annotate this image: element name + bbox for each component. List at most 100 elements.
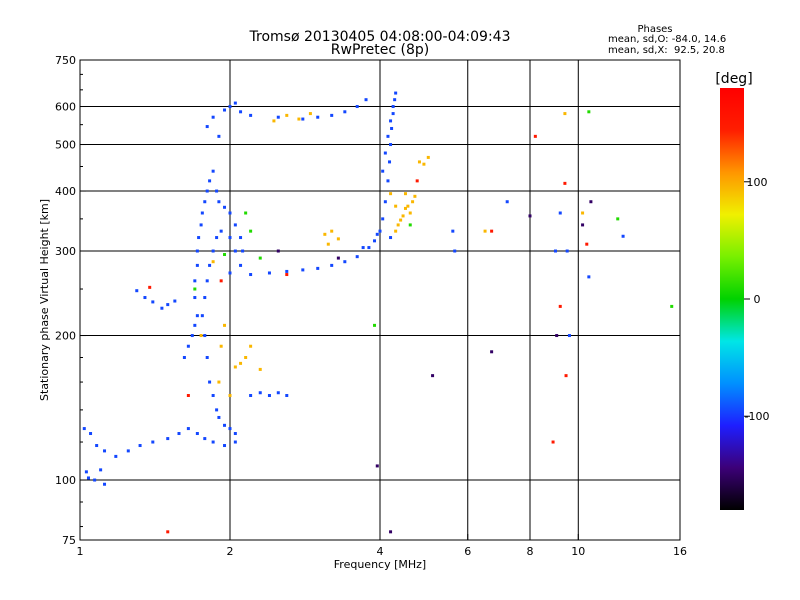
data-point: [417, 160, 421, 164]
data-point: [555, 334, 559, 338]
data-point: [233, 223, 237, 227]
data-point: [389, 236, 393, 240]
data-point: [193, 287, 197, 291]
x-axis-label: Frequency [MHz]: [334, 558, 426, 571]
colorbar-tick-label: 0: [754, 293, 761, 306]
data-point: [386, 179, 390, 183]
data-point: [563, 181, 567, 185]
data-point: [565, 249, 569, 253]
data-point: [249, 344, 253, 348]
phases-heading: Phases: [637, 24, 672, 35]
data-point: [211, 260, 215, 264]
data-point: [126, 449, 130, 453]
data-point: [114, 454, 118, 458]
data-point: [378, 229, 382, 233]
data-point: [193, 323, 197, 327]
data-points: [82, 91, 674, 534]
data-point: [375, 232, 379, 236]
y-tick-label: 75: [62, 534, 76, 547]
data-point: [95, 444, 99, 448]
data-point: [138, 444, 142, 448]
x-tick-label: 16: [673, 545, 687, 558]
data-point: [451, 229, 455, 233]
data-point: [551, 440, 555, 444]
data-point: [223, 108, 227, 112]
data-point: [241, 249, 245, 253]
data-point: [203, 200, 207, 204]
data-point: [249, 113, 253, 117]
data-point: [403, 192, 407, 196]
data-point: [563, 112, 567, 116]
data-point: [558, 304, 562, 308]
data-point: [381, 217, 385, 221]
data-point: [99, 468, 103, 472]
data-point: [211, 169, 215, 173]
data-point: [533, 134, 537, 138]
data-point: [166, 530, 170, 534]
data-point: [205, 355, 209, 359]
data-point: [249, 273, 253, 277]
data-point: [316, 115, 320, 119]
data-point: [219, 279, 223, 283]
data-point: [426, 155, 430, 159]
data-point: [373, 323, 377, 327]
data-point: [135, 289, 139, 293]
data-point: [355, 255, 359, 259]
data-point: [217, 380, 221, 384]
data-point: [411, 200, 415, 204]
data-point: [285, 273, 289, 277]
data-point: [228, 427, 232, 431]
data-point: [228, 236, 232, 240]
data-point: [211, 115, 215, 119]
phases-x-stats: mean, sd,X: 92.5, 20.8: [608, 45, 725, 56]
colorbar: [720, 88, 744, 510]
data-point: [103, 449, 107, 453]
data-point: [93, 478, 97, 482]
data-point: [589, 200, 593, 204]
data-point: [193, 296, 197, 300]
data-point: [233, 432, 237, 436]
data-point: [228, 271, 232, 275]
data-point: [336, 256, 340, 260]
data-point: [343, 260, 347, 264]
data-point: [301, 117, 305, 121]
data-point: [143, 296, 147, 300]
axis-ticks: 1 2 4 6 8 10 16 75 100 200 300 400 500 600 750: [55, 54, 687, 558]
data-point: [199, 223, 203, 227]
grid-lines: [80, 60, 680, 540]
y-tick-label: 600: [55, 101, 76, 114]
data-point: [200, 211, 204, 215]
data-point: [258, 391, 262, 395]
data-point: [581, 223, 585, 227]
data-point: [406, 204, 410, 208]
data-point: [173, 299, 177, 303]
data-point: [223, 205, 227, 209]
data-point: [195, 314, 199, 318]
y-tick-label: 500: [55, 139, 76, 152]
data-point: [316, 266, 320, 270]
data-point: [197, 236, 201, 240]
data-point: [587, 110, 591, 114]
data-point: [267, 394, 271, 398]
y-tick-label: 300: [55, 245, 76, 258]
x-tick-label: 6: [464, 545, 471, 558]
data-point: [205, 279, 209, 283]
data-point: [330, 113, 334, 117]
data-point: [528, 214, 532, 218]
data-point: [193, 279, 197, 283]
x-tick-label: 10: [571, 545, 585, 558]
data-point: [490, 350, 494, 354]
data-point: [199, 334, 203, 338]
chart-title: Tromsø 20130405 04:08:00-04:09:43: [249, 29, 511, 45]
data-point: [215, 408, 219, 412]
data-point: [373, 239, 377, 243]
x-tick-label: 1: [77, 545, 84, 558]
data-point: [330, 263, 334, 267]
data-point: [177, 432, 181, 436]
data-point: [223, 444, 227, 448]
data-point: [389, 119, 393, 123]
data-point: [228, 211, 232, 215]
data-point: [211, 394, 215, 398]
data-point: [408, 211, 412, 215]
